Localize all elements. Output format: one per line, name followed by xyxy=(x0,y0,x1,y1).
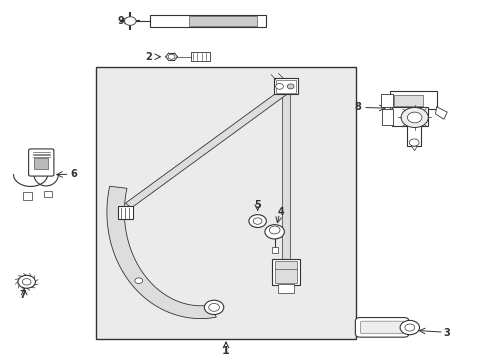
Bar xyxy=(188,17,256,26)
Bar xyxy=(275,80,295,93)
Circle shape xyxy=(135,278,142,284)
Circle shape xyxy=(204,300,224,315)
Circle shape xyxy=(253,218,262,224)
Bar xyxy=(380,94,392,107)
Circle shape xyxy=(18,275,35,288)
Text: 5: 5 xyxy=(254,200,261,210)
Bar xyxy=(34,158,48,169)
Bar xyxy=(391,107,427,126)
Text: 2: 2 xyxy=(145,52,152,62)
Circle shape xyxy=(287,84,293,89)
Text: 8: 8 xyxy=(354,103,361,112)
Text: 7: 7 xyxy=(19,290,25,300)
Circle shape xyxy=(264,225,284,239)
Bar xyxy=(191,53,210,61)
Circle shape xyxy=(168,54,175,59)
Circle shape xyxy=(208,303,219,311)
Bar xyxy=(274,261,297,269)
FancyBboxPatch shape xyxy=(29,149,54,176)
Bar xyxy=(272,258,299,285)
Polygon shape xyxy=(107,186,216,319)
Bar xyxy=(282,87,289,258)
Bar xyxy=(389,91,436,109)
Bar xyxy=(23,192,31,200)
Text: 6: 6 xyxy=(70,169,77,179)
Text: 1: 1 xyxy=(222,346,229,356)
Circle shape xyxy=(407,112,421,123)
Bar xyxy=(273,78,297,94)
Circle shape xyxy=(248,215,266,228)
Bar xyxy=(43,191,52,197)
FancyBboxPatch shape xyxy=(360,321,403,334)
Circle shape xyxy=(22,279,31,285)
Polygon shape xyxy=(125,89,287,208)
Circle shape xyxy=(400,108,427,127)
Bar xyxy=(393,95,422,106)
Bar xyxy=(271,247,277,252)
Circle shape xyxy=(124,17,136,25)
FancyBboxPatch shape xyxy=(355,318,408,337)
Bar xyxy=(149,15,266,27)
Bar xyxy=(96,67,356,339)
Polygon shape xyxy=(435,107,447,119)
Bar xyxy=(278,284,293,293)
Circle shape xyxy=(408,139,418,146)
Polygon shape xyxy=(410,146,416,151)
Circle shape xyxy=(269,226,280,234)
Circle shape xyxy=(404,324,414,331)
Circle shape xyxy=(399,320,419,335)
Bar xyxy=(118,206,132,219)
Bar xyxy=(407,125,420,146)
Bar xyxy=(381,109,392,125)
Text: 4: 4 xyxy=(278,207,284,217)
Text: 9: 9 xyxy=(117,16,123,26)
Circle shape xyxy=(275,84,283,89)
Text: 3: 3 xyxy=(443,328,449,338)
Bar xyxy=(274,268,297,283)
